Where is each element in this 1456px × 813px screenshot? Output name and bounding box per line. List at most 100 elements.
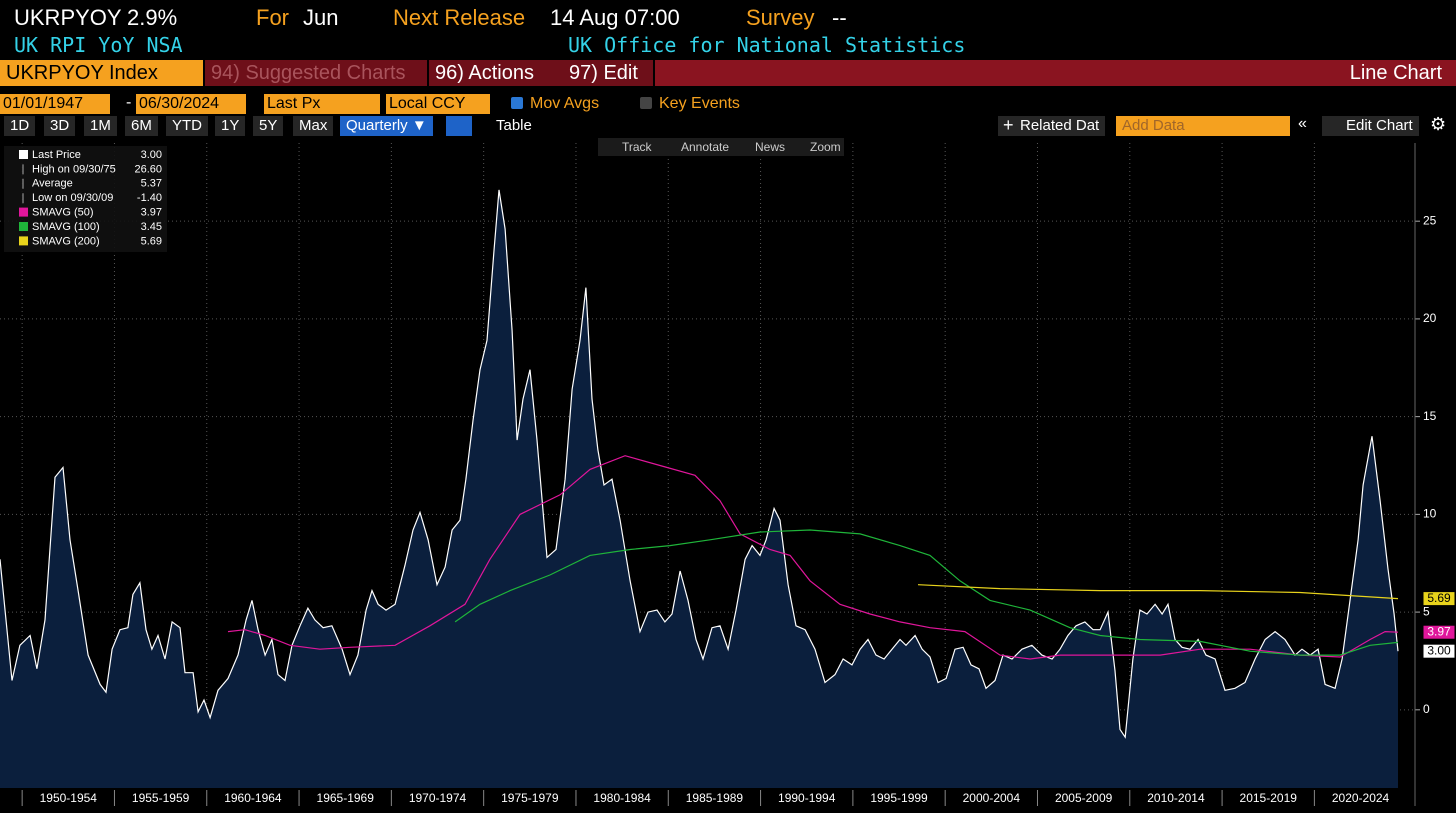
area bbox=[0, 189, 1399, 788]
menu[interactable]: 94) Suggested Charts bbox=[205, 60, 429, 86]
period: Jun bbox=[303, 5, 339, 30]
line bbox=[0, 189, 1399, 739]
date-separator: - bbox=[126, 94, 132, 111]
x-tick-label: 1955-1959 bbox=[132, 791, 190, 805]
last-value: 2.9% bbox=[127, 5, 178, 30]
currency[interactable]: Local CCY bbox=[386, 94, 490, 114]
chart: 0 5 10 15 20 25 1950-1954 1955-1959 1960-1964 196… bbox=[0, 143, 1456, 806]
start-date[interactable]: 01/01/1947 bbox=[0, 94, 110, 114]
edit-chart-label: Edit Chart bbox=[1346, 117, 1413, 134]
x-tick-label: 2000-2004 bbox=[963, 791, 1021, 805]
legend-box bbox=[4, 146, 167, 252]
legend-label: SMAVG (50) bbox=[32, 207, 94, 219]
legend-swatch bbox=[19, 150, 28, 159]
chart-tool[interactable]: News bbox=[755, 140, 786, 154]
x-tick-label: 1980-1984 bbox=[593, 791, 651, 805]
legend-label: SMAVG (100) bbox=[32, 221, 100, 233]
legend-swatch bbox=[19, 222, 28, 231]
x-tick-label: 1960-1964 bbox=[224, 791, 282, 805]
x-tick-label: 2015-2019 bbox=[1240, 791, 1298, 805]
x-tick-label: 1995-1999 bbox=[870, 791, 928, 805]
period-button[interactable]: 6M bbox=[125, 116, 158, 136]
y-tick-label: 5 bbox=[1423, 604, 1430, 618]
survey-label: Survey bbox=[746, 5, 815, 30]
source: UK Office for National Statistics bbox=[568, 33, 966, 57]
menu[interactable]: 96) Actions bbox=[429, 60, 565, 86]
legend-value: 26.60 bbox=[134, 163, 162, 175]
chart-tool[interactable]: Annotate bbox=[681, 140, 730, 154]
legend-label: SMAVG (200) bbox=[32, 235, 100, 247]
period-button[interactable]: 5Y bbox=[253, 116, 284, 136]
last-value-label: 3.00 bbox=[1427, 643, 1451, 657]
period-button[interactable]: 1Y bbox=[215, 116, 246, 136]
chart-tool[interactable]: Zoom bbox=[810, 140, 841, 154]
view: Line Chart bbox=[1349, 62, 1442, 84]
add-data[interactable]: Add Data bbox=[1116, 116, 1290, 136]
last-value-tag bbox=[1422, 624, 1456, 640]
legend-value: -1.40 bbox=[137, 192, 162, 204]
x-tick-label: 2020-2024 bbox=[1332, 791, 1390, 805]
legend-label: Average bbox=[32, 178, 73, 190]
legend-label: Last Price bbox=[32, 149, 81, 161]
related-data-label: Related Dat bbox=[1020, 117, 1100, 134]
for-label: For bbox=[256, 5, 289, 30]
legend-label: Low on 09/30/09 bbox=[32, 192, 113, 204]
ticker: UKRPYOY bbox=[14, 5, 122, 30]
legend-swatch bbox=[19, 236, 28, 246]
x-tick-label: 1985-1989 bbox=[686, 791, 744, 805]
period-button[interactable]: 1M bbox=[84, 116, 117, 136]
collapse-icon[interactable]: « bbox=[1298, 115, 1307, 132]
chart-tool[interactable]: Track bbox=[622, 140, 652, 154]
legend-value: 3.45 bbox=[141, 221, 162, 233]
next-release-label: Next Release bbox=[393, 5, 526, 30]
period-button[interactable]: YTD bbox=[166, 116, 208, 136]
period-button[interactable]: 3D bbox=[44, 116, 76, 136]
plus-icon: + bbox=[1003, 115, 1014, 135]
field[interactable]: Last Px bbox=[264, 94, 380, 114]
survey: -- bbox=[832, 5, 847, 30]
chart-type-icon[interactable] bbox=[446, 116, 472, 136]
line bbox=[227, 455, 1399, 660]
y-tick-label: 0 bbox=[1423, 702, 1430, 716]
end-date[interactable]: 06/30/2024 bbox=[136, 94, 246, 114]
security[interactable]: UKRPYOY Index bbox=[0, 60, 205, 86]
mov-avgs-label: Mov Avgs bbox=[530, 95, 600, 112]
mov-avgs[interactable]: Mov Avgs bbox=[530, 94, 599, 114]
x-tick-label: 1965-1969 bbox=[317, 791, 375, 805]
x-tick-label: 1975-1979 bbox=[501, 791, 559, 805]
menu[interactable]: 97) Edit bbox=[563, 60, 655, 86]
period-button[interactable]: Max bbox=[293, 116, 334, 136]
last-value-label: 5.69 bbox=[1427, 591, 1451, 605]
chart-tools bbox=[598, 138, 844, 156]
edit-chart[interactable]: Edit Chart bbox=[1322, 116, 1419, 136]
legend-swatch bbox=[19, 207, 28, 217]
x-tick-label: 2010-2014 bbox=[1147, 791, 1205, 805]
y-tick-label: 10 bbox=[1423, 507, 1437, 521]
table-button[interactable]: Table bbox=[490, 116, 538, 136]
last-value-tag bbox=[1422, 591, 1456, 607]
y-tick-label: 15 bbox=[1423, 409, 1437, 423]
x-tick-label: 1990-1994 bbox=[778, 791, 836, 805]
y-tick-label: 25 bbox=[1423, 213, 1437, 227]
description: UK RPI YoY NSA bbox=[14, 33, 183, 57]
line bbox=[454, 529, 1399, 656]
mov-avgs-checkbox[interactable] bbox=[511, 97, 523, 109]
legend-value: 5.37 bbox=[141, 178, 162, 190]
key-events-checkbox[interactable] bbox=[640, 97, 652, 109]
x-tick-label: 1970-1974 bbox=[409, 791, 467, 805]
settings-icon[interactable]: ⚙ bbox=[1430, 114, 1447, 134]
key-events[interactable]: Key Events bbox=[659, 95, 740, 112]
y-tick-label: 20 bbox=[1423, 311, 1437, 325]
related-data[interactable]: Related Dat bbox=[998, 116, 1106, 136]
frequency[interactable]: Quarterly ▼ bbox=[340, 116, 433, 136]
last-value-tag bbox=[1422, 643, 1456, 659]
last-value-label: 3.97 bbox=[1427, 624, 1451, 638]
legend-label: High on 09/30/75 bbox=[32, 163, 116, 175]
period-button[interactable]: 1D bbox=[4, 116, 36, 136]
x-tick-label: 1950-1954 bbox=[40, 791, 98, 805]
legend-value: 3.97 bbox=[141, 207, 162, 219]
line bbox=[917, 584, 1399, 600]
x-tick-label: 2005-2009 bbox=[1055, 791, 1113, 805]
legend-value: 5.69 bbox=[141, 235, 162, 247]
